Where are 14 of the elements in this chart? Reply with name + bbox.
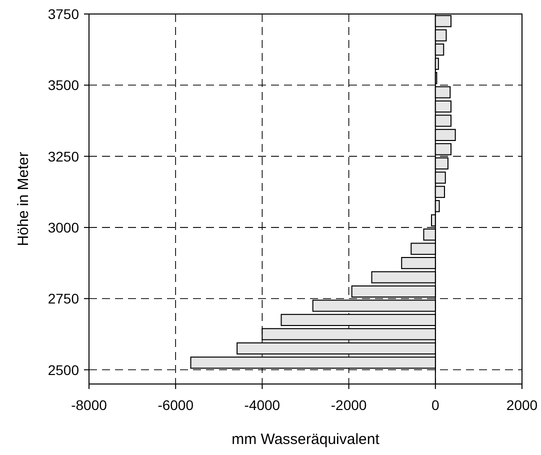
x-tick-label: -8000 <box>71 397 108 413</box>
x-tick-label: -2000 <box>330 397 367 413</box>
y-tick-label: 3500 <box>48 77 80 94</box>
y-tick-label: 2500 <box>48 362 80 378</box>
x-axis-title: mm Wasseräquivalent <box>232 431 380 448</box>
y-tick-label: 3750 <box>48 6 80 22</box>
y-tick-label: 3000 <box>48 219 80 236</box>
x-tick-label: -6000 <box>158 397 194 413</box>
y-axis-title: Höhe in Meter <box>15 152 32 246</box>
x-tick-label: -4000 <box>244 397 280 413</box>
y-tick-label: 3250 <box>48 148 80 164</box>
x-tick-label: 0 <box>432 397 440 413</box>
y-tick-label: 2750 <box>48 290 80 307</box>
x-tick-label: 2000 <box>506 397 538 413</box>
